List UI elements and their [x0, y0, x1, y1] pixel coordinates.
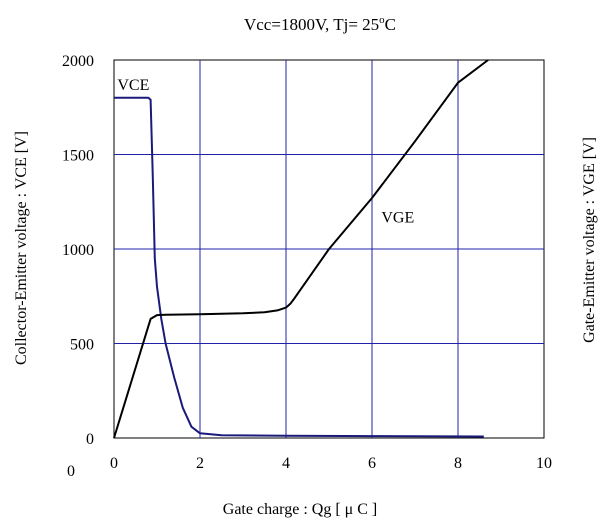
grid-lines: [114, 60, 544, 438]
annotation-vge: VGE: [381, 210, 414, 227]
y-tick-label-1: 500: [70, 337, 94, 354]
x-tick-label-5: 10: [536, 455, 552, 472]
series-line-vce: [114, 96, 484, 438]
x-tick-label-2: 4: [282, 455, 290, 472]
x-axis-label: Gate charge : Qg [ μ C ]: [223, 501, 377, 518]
y-tick-label-4: 2000: [62, 53, 94, 70]
x-tick-label-3: 6: [368, 455, 376, 472]
x-tick-label-1: 2: [196, 455, 204, 472]
x-tick-label-4: 8: [454, 455, 462, 472]
annotations: VCE VGE: [117, 77, 414, 226]
y2-tick-label-0: 0: [67, 463, 75, 480]
x-tick-labels: 0 2 4 6 8 10: [110, 455, 552, 472]
chart-title: Vcc=1800V, Tj= 25oC: [244, 14, 396, 34]
y2-axis-label: Gate-Emitter voltage : VGE [V]: [581, 137, 598, 343]
y-tick-label-0: 0: [86, 431, 94, 448]
y-tick-label-3: 1500: [62, 148, 94, 165]
y-tick-label-2: 1000: [62, 242, 94, 259]
series-line-vge: [113, 59, 489, 439]
series-lines: [113, 59, 489, 439]
y-tick-labels: 0 500 1000 1500 2000: [62, 53, 94, 448]
annotation-vce: VCE: [117, 77, 149, 94]
x-tick-label-0: 0: [110, 455, 118, 472]
y-axis-label: Collector-Emitter voltage : VCE [V]: [13, 131, 30, 365]
